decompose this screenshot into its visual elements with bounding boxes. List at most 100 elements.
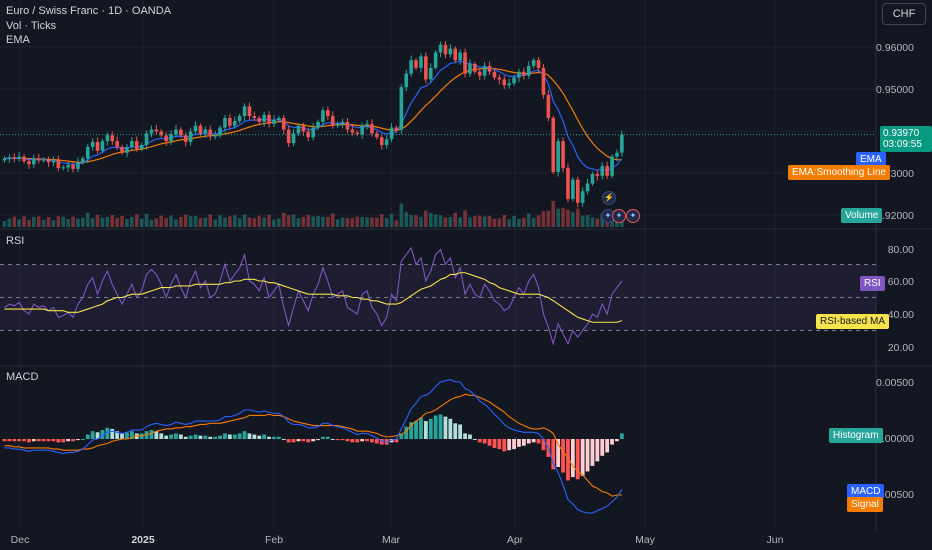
volume-bar [286,215,291,227]
rsi-tag[interactable]: RSI [860,276,885,291]
candle-body [463,52,467,74]
candle-body [487,65,492,72]
histogram-bar [570,439,575,478]
histogram-bar [536,439,541,444]
volume-bar [571,212,575,227]
candle-body [365,123,369,126]
candle-body [453,48,458,61]
volume-bar [497,218,502,227]
volume-bar [541,211,546,227]
volume-bar [575,208,580,227]
macd-tag[interactable]: MACD [847,484,885,499]
volume-bar [203,217,208,227]
candle-body [384,139,389,145]
histogram-bar [17,439,22,442]
volume-bar [384,217,389,227]
candle-body [32,158,36,165]
histogram-bar [502,439,507,452]
ema-legend[interactable]: EMA [6,34,30,46]
volume-bar [281,212,286,227]
histogram-bar [27,439,31,443]
ema-tag[interactable]: EMA [856,152,886,167]
candle-body [247,106,252,117]
histogram-bar [125,432,129,439]
candle-body [492,71,497,78]
candle-body [237,116,242,122]
histogram-bar [2,439,7,442]
candle-body [169,134,173,142]
histogram-bar [443,416,448,439]
histogram-bar [51,439,56,442]
event-icon[interactable]: ✦ [612,209,626,223]
candle-body [438,44,443,53]
volume-bar [66,219,70,227]
histogram-bar [218,435,222,439]
candle-body [257,118,262,122]
histogram-bar [41,439,46,442]
volume-bar [321,216,325,227]
candle-body [27,161,31,165]
volume-bar [115,217,119,227]
candle-body [517,71,521,78]
histogram-tag[interactable]: Histogram [829,428,883,443]
candle-body [335,123,340,126]
candle-body [370,123,374,134]
candle-body [610,156,614,176]
histogram-bar [355,439,360,443]
volume-legend[interactable]: Vol · Ticks [6,20,57,32]
histogram-bar [360,439,365,442]
histogram-bar [149,430,154,439]
candle-body [81,158,85,163]
candle-body [286,129,291,144]
volume-bar [438,215,443,227]
candle-body [105,135,110,142]
candle-body [330,116,335,126]
volume-bar [399,203,404,227]
candle-body [536,60,541,68]
volume-bar [507,219,511,227]
volume-bar [149,219,154,227]
histogram-bar [531,439,536,443]
volume-bar [174,219,178,227]
y-tick: 60.00 [887,276,914,288]
candle-body [134,141,139,149]
last-price-tag: 0.93970 03:09:55 [880,126,932,152]
histogram-bar [22,439,26,442]
volume-tag[interactable]: Volume [841,208,883,223]
histogram-bar [394,439,399,443]
volume-bar [223,217,227,227]
histogram-bar [174,433,178,439]
candle-body [620,134,624,153]
rsi-ma-tag[interactable]: RSI-based MA [816,314,890,329]
volume-bar [345,218,350,227]
lightning-icon[interactable]: ⚡ [602,191,616,205]
candle-body [232,121,237,126]
event-icon[interactable]: ✦ [626,209,640,223]
signal-tag[interactable]: Signal [847,497,883,512]
histogram-bar [242,431,247,439]
histogram-bar [468,434,472,439]
histogram-bar [120,433,124,439]
volume-bar [546,210,551,227]
currency-button[interactable]: CHF [882,3,926,25]
candle-body [281,118,286,130]
bar-countdown: 03:09:55 [883,139,922,150]
y-tick: 0.92000 [876,210,914,222]
candle-body [56,160,61,169]
ema-smoothing-tag[interactable]: EMA:Smoothing Line [788,165,890,180]
volume-bar [208,214,213,227]
histogram-bar [7,439,12,442]
histogram-bar [316,439,320,441]
volume-bar [169,215,173,227]
volume-bar [61,216,66,227]
candle-body [468,64,472,74]
y-tick: 0.95000 [876,84,914,96]
candle-body [419,56,423,68]
volume-bar [590,217,595,227]
candle-body [154,129,159,132]
candle-body [443,44,448,55]
histogram-bar [492,439,497,448]
volume-bar [262,217,266,227]
